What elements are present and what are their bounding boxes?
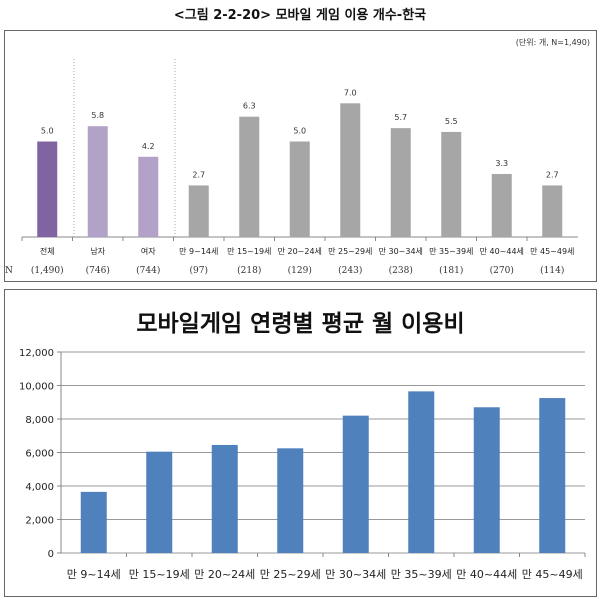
bar [340,103,361,237]
y-tick-label: 10,000 [19,382,54,393]
value-label: 5.7 [394,113,407,122]
chart2-title: 모바일게임 연령별 평균 월 이용비 [136,311,465,337]
category-label: 만 15~19세 [129,568,190,581]
bar [390,128,411,237]
value-label: 7.0 [344,88,357,97]
y-tick-label: 12,000 [19,348,54,359]
category-label: 만 35~39세 [429,247,473,256]
category-label: 만 30~34세 [325,568,386,581]
value-label: 2.7 [192,170,205,179]
n-label: (1,490) [31,265,64,276]
category-label: 만 20~24세 [194,568,255,581]
bar [80,491,107,553]
chart-game-count: (단위: 개, N=1,490) 5.0 전체 (1,490) 5.8 남자 (746) 4… [4,30,597,282]
n-label: (181) [439,265,463,276]
bar [491,173,512,237]
value-label: 5.0 [41,127,54,136]
category-label: 남자 [90,247,105,256]
category-label: 만 20~24세 [278,247,322,256]
category-label: 만 40~44세 [480,247,524,256]
n-label: (114) [540,265,564,276]
bar [87,126,108,237]
category-label: 만 25~29세 [260,568,321,581]
n-label: (744) [136,265,160,276]
bar [542,185,563,237]
value-label: 2.7 [546,170,559,179]
category-label: 만 9~14세 [179,247,218,256]
y-tick-label: 8,000 [25,415,54,426]
bar [277,448,304,553]
n-label: (97) [190,265,208,276]
bar [441,131,462,237]
n-row-label: N [5,266,13,276]
category-label: 만 45~49세 [530,247,574,256]
chart1-svg: 5.0 전체 (1,490) 5.8 남자 (746) 4.2 여자 (744) 2.7 만 9~1… [5,59,578,276]
unit-note: (단위: 개, N=1,490) [515,38,590,47]
bar [539,398,566,553]
bar [37,141,58,237]
category-label: 만 40~44세 [456,568,517,581]
value-label: 3.3 [495,159,508,168]
category-label: 만 15~19세 [227,247,271,256]
bar [342,415,369,553]
y-tick-label: 4,000 [25,482,54,493]
category-label: 여자 [141,246,156,256]
n-label: (270) [490,265,514,276]
bar [211,444,238,553]
category-label: 만 35~39세 [391,568,452,581]
value-label: 4.2 [142,142,155,151]
value-label: 6.3 [243,102,256,111]
category-label: 만 9~14세 [67,568,121,581]
category-label: 전체 [40,246,55,256]
category-label: 만 25~29세 [328,247,372,256]
bar [146,451,173,553]
value-label: 5.0 [293,127,306,136]
bar [138,156,159,237]
category-label: 만 30~34세 [379,247,423,256]
bar [473,407,500,553]
chart-monthly-spend: 모바일게임 연령별 평균 월 이용비 0 2,000 4,000 6,000 8,000… [4,289,597,597]
category-label: 만 45~49세 [522,568,583,581]
value-label: 5.8 [91,111,104,120]
y-tick-label: 0 [48,549,54,560]
y-tick-label: 6,000 [25,449,54,460]
bar [408,391,435,553]
value-label: 5.5 [445,117,458,126]
y-tick-label: 2,000 [25,516,54,527]
n-label: (243) [338,265,362,276]
n-label: (746) [86,265,110,276]
n-label: (129) [288,265,312,276]
figure-title: <그림 2-2-20> 모바일 게임 이용 개수-한국 [173,8,427,23]
bar [188,185,209,237]
n-label: (218) [237,265,261,276]
n-label: (238) [389,265,413,276]
bar [289,141,310,237]
chart2-svg: 0 2,000 4,000 6,000 8,000 10,000 12,000 만 9~14세… [19,348,586,581]
bar [239,116,260,237]
